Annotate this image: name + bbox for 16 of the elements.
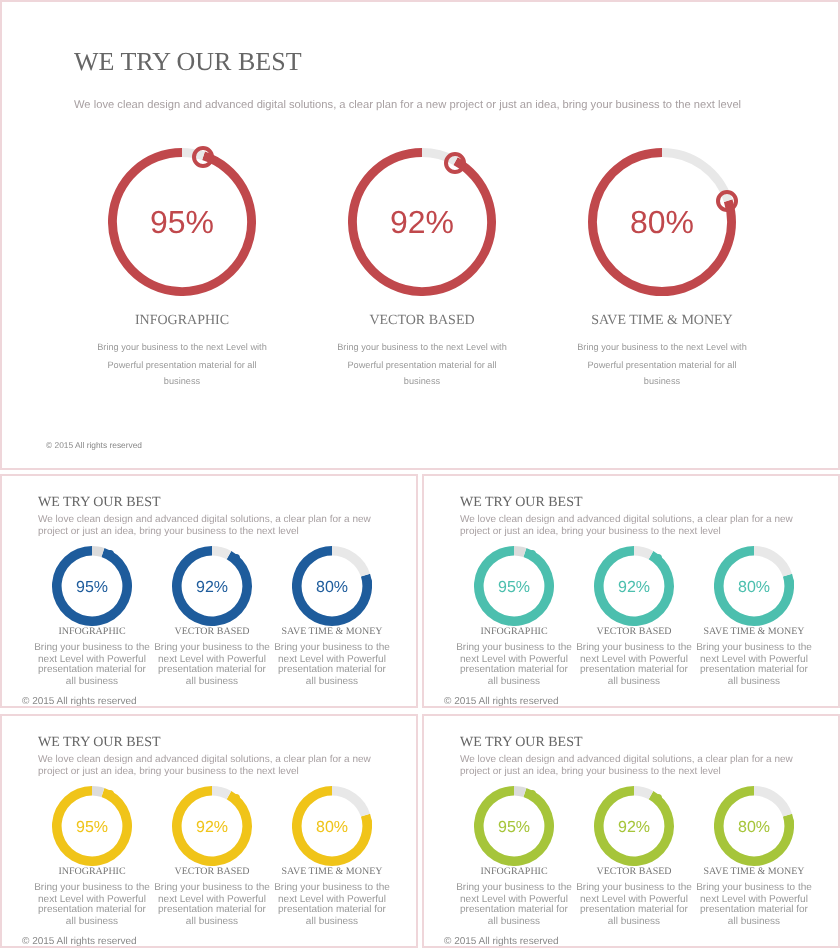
- data-label: 95%: [149, 206, 215, 241]
- text: WE TRY OUR BEST: [74, 46, 302, 78]
- data-label: 80%: [737, 578, 771, 597]
- data-label: 95%: [75, 818, 109, 837]
- data-label: 80%: [737, 818, 771, 837]
- data-label: 95%: [497, 578, 531, 597]
- data-label: 95%: [75, 578, 109, 597]
- data-label: 92%: [389, 206, 455, 241]
- data-label: 80%: [629, 206, 695, 241]
- data-label: 95%: [497, 818, 531, 837]
- data-label: 92%: [617, 578, 651, 597]
- data-label: 92%: [617, 818, 651, 837]
- data-label: 92%: [195, 818, 229, 837]
- data-label: 80%: [315, 818, 349, 837]
- data-label: 92%: [195, 578, 229, 597]
- data-label: 80%: [315, 578, 349, 597]
